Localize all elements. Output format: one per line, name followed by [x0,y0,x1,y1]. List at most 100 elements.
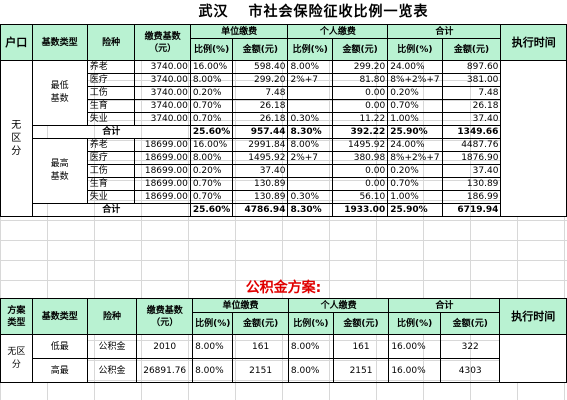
hdr-personal-amount[interactable]: 金额(元) [332,312,390,335]
table-cell[interactable]: 37.40 [441,164,502,178]
total-label[interactable]: 合计 [31,125,191,139]
table-cell[interactable]: 186.99 [441,190,502,204]
hdr-exec-time[interactable]: 执行时间 [499,298,567,335]
table-cell[interactable]: 3740.00 [134,112,191,126]
hdr-employer-rate[interactable]: 比例(%) [189,38,234,61]
table-cell[interactable]: 0.30% [287,190,334,204]
hdr-hukou[interactable]: 户口 [0,24,33,61]
table-cell[interactable]: 4487.76 [441,138,502,152]
table-cell[interactable]: 26.18 [232,112,289,126]
table-cell[interactable]: 0.20% [189,86,234,100]
table-cell[interactable]: 24.00% [387,60,443,74]
table-cell[interactable]: 8.30% [287,203,334,217]
table-cell[interactable]: 16.00% [189,60,234,74]
table-cell[interactable]: 医疗 [86,151,136,165]
table-cell[interactable]: 0.30% [287,112,334,126]
exec-time-cell[interactable] [500,60,567,217]
table-cell[interactable]: 1876.90 [441,151,502,165]
table-cell[interactable]: 医疗 [86,73,136,87]
table-cell[interactable]: 3740.00 [134,86,191,100]
table-cell[interactable]: 11.22 [332,112,389,126]
table-cell[interactable]: 8.00% [189,151,234,165]
table-cell[interactable]: 25.60% [189,125,234,139]
hdr-employer-amount[interactable]: 金额(元) [232,312,289,335]
table-cell[interactable]: 0.00 [332,86,389,100]
table-cell[interactable]: 7.48 [232,86,289,100]
table-cell[interactable]: 0.20% [387,86,443,100]
hdr-base[interactable]: 缴费基数（元） [136,298,194,335]
table-cell[interactable]: 养老 [86,60,136,74]
group-label-high[interactable]: 最高基数 [31,138,88,204]
table-cell[interactable]: 0.70% [189,99,234,113]
table-cell[interactable]: 25.60% [189,203,234,217]
table-cell[interactable]: 1933.00 [332,203,389,217]
table-cell[interactable]: 161 [332,334,390,359]
table-cell[interactable]: 8.00% [192,358,234,383]
table-cell[interactable]: 1349.66 [441,125,502,139]
table-cell[interactable]: 2010 [136,334,194,359]
table-cell[interactable]: 8.00% [192,334,234,359]
hdr-employer-amount[interactable]: 金额(元) [232,38,289,61]
table-cell[interactable]: 1.00% [387,112,443,126]
group-label-low[interactable]: 最低基数 [31,60,88,126]
hdr-employer[interactable]: 单位缴费 [189,24,289,39]
table-cell[interactable]: 3740.00 [134,73,191,87]
hdr-total-amount[interactable]: 金额(元) [441,38,502,61]
hdr-base[interactable]: 缴费基数（元） [134,24,191,61]
hdr-personal-amount[interactable]: 金额(元) [332,38,389,61]
table-cell[interactable]: 生育 [86,177,136,191]
table-cell[interactable]: 299.20 [232,73,289,87]
table-cell[interactable]: 公积金 [86,358,138,383]
table-cell[interactable]: 130.89 [232,177,289,191]
table-cell[interactable] [287,177,334,191]
table-cell[interactable]: 16.00% [388,358,441,383]
table-cell[interactable]: 957.44 [232,125,289,139]
table-cell[interactable]: 工伤 [86,86,136,100]
hdr-employer[interactable]: 单位缴费 [192,298,289,313]
table-cell[interactable]: 26.18 [441,99,502,113]
table-cell[interactable]: 养老 [86,138,136,152]
table-cell[interactable]: 0.70% [189,177,234,191]
table-cell[interactable]: 392.22 [332,125,389,139]
plan-type-cell[interactable]: 无区分 [0,334,33,383]
table-cell[interactable]: 897.60 [441,60,502,74]
exec-time-cell[interactable] [499,334,567,383]
table-cell[interactable]: 工伤 [86,164,136,178]
table-cell[interactable]: 0.70% [387,177,443,191]
table-cell[interactable]: 81.80 [332,73,389,87]
hdr-total-rate[interactable]: 比例(%) [388,312,441,335]
table-cell[interactable]: 18699.00 [134,138,191,152]
table-cell[interactable]: 381.00 [441,73,502,87]
hdr-total-rate[interactable]: 比例(%) [387,38,443,61]
hukou-cell[interactable]: 无区分 [0,60,33,217]
table-cell[interactable]: 37.40 [441,112,502,126]
table-cell[interactable]: 低最 [31,334,88,359]
table-cell[interactable]: 8.00% [287,358,334,383]
table-cell[interactable]: 16.00% [189,138,234,152]
table-cell[interactable]: 299.20 [332,60,389,74]
table-cell[interactable]: 24.00% [387,138,443,152]
total-label[interactable]: 合计 [31,203,191,217]
table-cell[interactable]: 16.00% [388,334,441,359]
table-cell[interactable]: 25.90% [387,203,443,217]
table-cell[interactable]: 失业 [86,112,136,126]
table-cell[interactable]: 0.70% [189,190,234,204]
table-cell[interactable]: 0.70% [387,99,443,113]
table-cell[interactable]: 8.30% [287,125,334,139]
table-cell[interactable]: 失业 [86,190,136,204]
table-cell[interactable] [287,99,334,113]
table-cell[interactable]: 8.00% [287,60,334,74]
hdr-employer-rate[interactable]: 比例(%) [192,312,234,335]
table-cell[interactable]: 7.48 [441,86,502,100]
table-cell[interactable]: 6719.94 [441,203,502,217]
table-cell[interactable] [287,164,334,178]
hdr-exec-time[interactable]: 执行时间 [500,24,567,61]
table-cell[interactable]: 598.40 [232,60,289,74]
hdr-personal-rate[interactable]: 比例(%) [287,312,334,335]
table-cell[interactable]: 0.00 [332,99,389,113]
table-cell[interactable]: 8.00% [287,334,334,359]
hdr-base-type[interactable]: 基数类型 [31,24,88,61]
table-cell[interactable]: 生育 [86,99,136,113]
table-cell[interactable]: 0.00 [332,177,389,191]
table-cell[interactable]: 8.00% [189,73,234,87]
